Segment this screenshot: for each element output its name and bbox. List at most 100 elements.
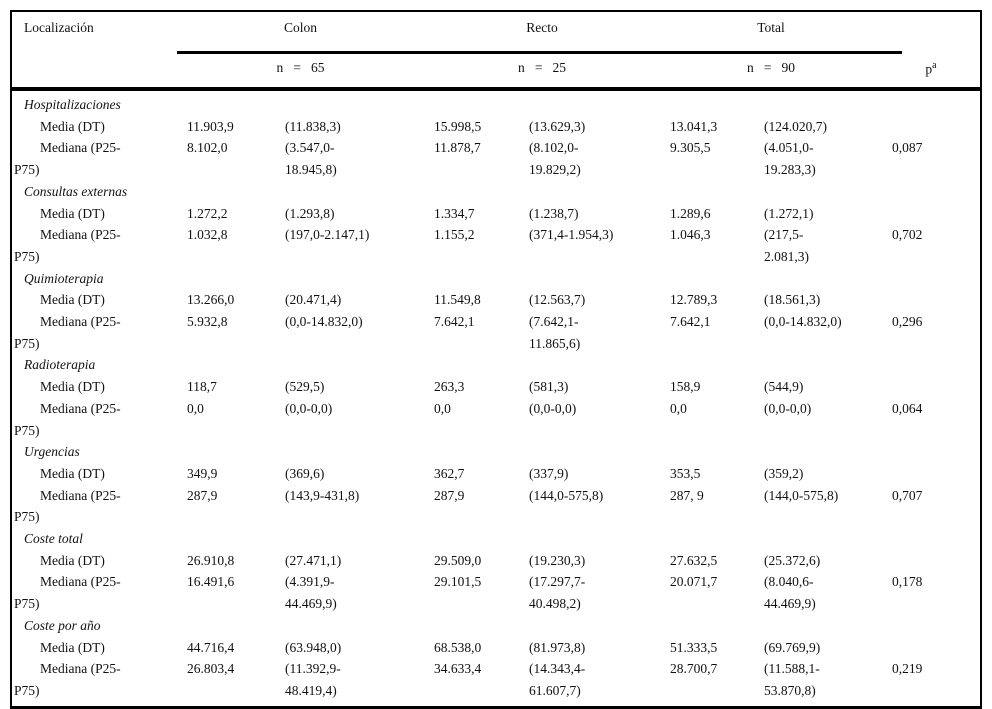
- row-label: Media (DT): [40, 118, 105, 134]
- table-row: Mediana (P25- P75) 5.932,8 (0,0-14.832,0) 7…: [12, 311, 980, 354]
- value-cell: (1.238,7): [529, 205, 579, 221]
- value-cell: (4.051,0- 19.283,3): [764, 140, 816, 178]
- value-cell: (11.392,9- 48.419,4): [285, 661, 341, 698]
- value-cell: (63.948,0): [285, 639, 342, 655]
- value-cell: 26.910,8: [187, 552, 235, 568]
- row-label: Mediana (P25- P75): [14, 314, 121, 351]
- p-value: 0,178: [892, 574, 923, 590]
- value-cell: (14.343,4- 61.607,7): [529, 661, 586, 698]
- value-cell: (544,9): [764, 379, 804, 395]
- value-cell: (124.020,7): [764, 118, 827, 134]
- row-label: Mediana (P25- P75): [14, 661, 121, 698]
- section-label: Hospitalizaciones: [24, 97, 121, 112]
- value-cell: 1.334,7: [434, 205, 475, 221]
- value-cell: 158,9: [670, 379, 701, 395]
- value-cell: (371,4-1.954,3): [529, 227, 614, 243]
- value-cell: 5.932,8: [187, 314, 228, 330]
- value-cell: (1.293,8): [285, 205, 335, 221]
- value-cell: 51.333,5: [670, 639, 718, 655]
- row-label: Mediana (P25- P75): [14, 400, 121, 438]
- section-label: Coste total: [24, 531, 83, 547]
- row-label: Media (DT): [40, 379, 105, 395]
- value-cell: (11.838,3): [285, 118, 341, 134]
- value-cell: 1.046,3: [670, 227, 711, 243]
- row-label: Mediana (P25- P75): [14, 574, 121, 612]
- col-header-p: pa: [882, 60, 980, 87]
- value-cell: 29.509,0: [434, 552, 482, 568]
- header-body-rule: [12, 87, 980, 91]
- p-label: p: [925, 61, 933, 77]
- col-group-total: Total: [757, 20, 785, 35]
- section-label: Radioterapia: [24, 357, 96, 373]
- value-cell: (11.588,1- 53.870,8): [764, 661, 820, 698]
- table-header-groups: Localización Colon Recto Total: [12, 12, 980, 51]
- table-row: Media (DT) 13.266,0 (20.471,4) 11.549,8 (12.…: [12, 289, 980, 311]
- value-cell: 34.633,4: [434, 661, 482, 677]
- col-group-colon: Colon: [283, 20, 317, 35]
- table-row: Media (DT) 1.272,2 (1.293,8) 1.334,7 (1.238,…: [12, 203, 980, 225]
- row-label: Media (DT): [40, 639, 105, 655]
- row-label: Media (DT): [40, 465, 105, 481]
- value-cell: (7.642,1- 11.865,6): [529, 314, 581, 351]
- value-cell: (17.297,7- 40.498,2): [529, 574, 586, 612]
- value-cell: 118,7: [187, 379, 217, 395]
- value-cell: 0,0: [434, 400, 451, 416]
- value-cell: 1.272,2: [187, 205, 228, 221]
- table-row: Media (DT) 44.716,4 (63.948,0) 68.538,0 (81.…: [12, 637, 980, 659]
- value-cell: 287,9: [187, 487, 218, 503]
- n-recto: n = 25: [517, 60, 567, 75]
- p-superscript: a: [932, 60, 937, 71]
- value-cell: (144,0-575,8): [764, 487, 839, 503]
- p-value: 0,219: [892, 661, 923, 677]
- value-cell: (69.769,9): [764, 639, 821, 655]
- value-cell: (1.272,1): [764, 205, 814, 221]
- row-label: Media (DT): [40, 205, 105, 221]
- col-group-recto: Recto: [526, 20, 558, 35]
- value-cell: 11.878,7: [434, 140, 481, 156]
- value-cell: 7.642,1: [670, 314, 711, 330]
- value-cell: 11.903,9: [187, 118, 234, 134]
- table-row: Mediana (P25- P75) 0,0 (0,0-0,0) 0,0 (0,0-0,…: [12, 398, 980, 441]
- p-value: 0,087: [892, 140, 923, 156]
- value-cell: 263,3: [434, 379, 465, 395]
- p-value: 0,296: [892, 314, 923, 330]
- n-colon: n = 65: [276, 60, 325, 75]
- row-label: Media (DT): [40, 552, 105, 568]
- value-cell: 28.700,7: [670, 661, 718, 677]
- value-cell: 0,0: [670, 400, 687, 416]
- value-cell: 0,0: [187, 400, 204, 416]
- value-cell: 13.266,0: [187, 292, 235, 308]
- section-label: Quimioterapia: [24, 270, 104, 286]
- value-cell: (337,9): [529, 465, 569, 481]
- col-header-spacer: [882, 20, 980, 51]
- value-cell: (581,3): [529, 379, 569, 395]
- value-cell: (27.471,1): [285, 552, 342, 568]
- row-label: Media (DT): [40, 292, 105, 308]
- value-cell: 349,9: [187, 465, 218, 481]
- row-label: Mediana (P25- P75): [14, 140, 121, 178]
- value-cell: (0,0-14.832,0): [285, 314, 363, 330]
- value-cell: 353,5: [670, 465, 701, 481]
- value-cell: 1.155,2: [434, 227, 475, 243]
- value-cell: (143,9-431,8): [285, 487, 360, 503]
- value-cell: (0,0-0,0): [285, 400, 333, 416]
- value-cell: 16.491,6: [187, 574, 235, 590]
- table-row: Mediana (P25- P75) 26.803,4 (11.392,9- 48.…: [12, 658, 980, 701]
- col-header-localizacion: Localización: [24, 20, 94, 35]
- value-cell: 12.789,3: [670, 292, 718, 308]
- table-row: Mediana (P25- P75) 287,9 (143,9-431,8) 287,…: [12, 485, 980, 528]
- group-header-rule: [177, 51, 902, 54]
- p-value: 0,064: [892, 400, 923, 416]
- value-cell: (529,5): [285, 379, 325, 395]
- table-row: Media (DT) 349,9 (369,6) 362,7 (337,9) 353,5 (…: [12, 463, 980, 485]
- value-cell: 7.642,1: [434, 314, 475, 330]
- value-cell: (144,0-575,8): [529, 487, 604, 503]
- table-row: Mediana (P25- P75) 1.032,8 (197,0-2.147,1)…: [12, 224, 980, 267]
- value-cell: (8.040,6- 44.469,9): [764, 574, 816, 612]
- value-cell: (18.561,3): [764, 292, 821, 308]
- table-row: Media (DT) 118,7 (529,5) 263,3 (581,3) 158,9 (…: [12, 376, 980, 398]
- value-cell: (0,0-0,0): [764, 400, 812, 416]
- value-cell: 8.102,0: [187, 140, 228, 156]
- table-row: Mediana (P25- P75) 8.102,0 (3.547,0- 18.94…: [12, 137, 980, 180]
- value-cell: (25.372,6): [764, 552, 821, 568]
